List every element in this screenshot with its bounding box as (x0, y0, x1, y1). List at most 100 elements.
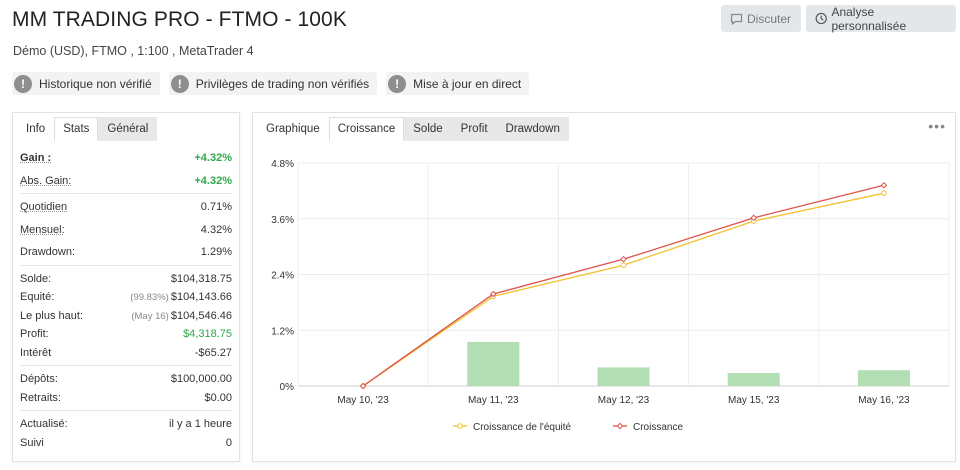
tab-general[interactable]: Général (98, 117, 158, 141)
custom-analysis-label: Analyse personnalisée (831, 4, 907, 33)
tab-graphique[interactable]: Graphique (257, 117, 329, 141)
y-tick-label: 0% (280, 382, 295, 393)
series-point (620, 262, 627, 269)
bar-daily-growth (467, 341, 520, 386)
stat-value: +4.32% (194, 174, 232, 187)
legend-marker (616, 422, 624, 430)
stat-label: Profit: (20, 328, 49, 341)
stats-tabs: Info Stats Général (13, 113, 239, 141)
stat-value: +4.32% (194, 152, 232, 165)
y-tick-label: 3.6% (271, 215, 294, 226)
stat-label[interactable]: Quotidien (20, 201, 68, 214)
bar-daily-growth (857, 370, 910, 386)
stat-value: 1.29% (200, 246, 232, 259)
stats-list: Gain : +4.32% Abs. Gain: +4.32% Quotidie… (13, 141, 239, 452)
verification-badges: ! Historique non vérifié ! Privilèges de… (12, 72, 538, 95)
exclamation-icon: ! (170, 74, 189, 93)
y-tick-label: 1.2% (271, 326, 294, 337)
stat-value: $104,318.75 (170, 272, 232, 285)
stat-withdrawals: Retraits: $0.00 (20, 389, 232, 408)
legend-label: Croissance de l'équité (473, 422, 572, 433)
stat-gain: Gain : +4.32% (20, 149, 232, 168)
x-tick-label: May 16, '23 (858, 395, 910, 406)
tab-stats[interactable]: Stats (54, 117, 99, 141)
stat-label[interactable]: Abs. Gain: (20, 174, 72, 187)
tab-croissance[interactable]: Croissance (328, 117, 405, 141)
legend-marker (457, 423, 463, 429)
stat-value: 4.32% (200, 223, 232, 236)
series-point (881, 190, 887, 196)
series-line (362, 184, 885, 387)
stat-balance: Solde: $104,318.75 (20, 270, 232, 289)
page-title: MM TRADING PRO - FTMO - 100K (12, 8, 347, 31)
exclamation-icon: ! (388, 74, 407, 93)
stat-followers: Suivi 0 (20, 434, 232, 453)
stat-interest: Intérêt -$65.27 (20, 344, 232, 363)
series-point (359, 382, 367, 390)
stat-prefix: (May 16) (131, 310, 169, 322)
divider (20, 410, 232, 411)
chat-icon (730, 13, 743, 25)
series-point (750, 214, 758, 222)
growth-chart-svg: 0% 1.2% 2.4% 3.6% 4.8% May 10, '23 May 11, '23… (271, 159, 950, 433)
stat-profit: Profit: $4,318.75 (20, 325, 232, 344)
discuss-label: Discuter (747, 11, 792, 26)
stat-label: Dépôts: (20, 373, 58, 386)
badge-privileges-unverified[interactable]: ! Privilèges de trading non vérifiés (168, 72, 378, 95)
stat-label[interactable]: Mensuel: (20, 223, 65, 236)
badge-label: Privilèges de trading non vérifiés (195, 76, 370, 91)
stat-value: il y a 1 heure (169, 418, 232, 431)
stat-label: Le plus haut: (20, 309, 83, 322)
stat-value: $104,546.46 (170, 309, 232, 322)
stat-deposits: Dépôts: $100,000.00 (20, 370, 232, 389)
stat-equity: Equité: (99.83%) $104,143.66 (20, 288, 232, 307)
tab-info[interactable]: Info (17, 117, 55, 141)
tab-solde[interactable]: Solde (404, 117, 452, 141)
ellipsis-icon[interactable]: ••• (928, 118, 946, 134)
custom-analysis-button[interactable]: Analyse personnalisée (806, 4, 956, 33)
stat-monthly: Mensuel: 4.32% (20, 221, 232, 240)
series-point (620, 255, 627, 263)
stat-label: Equité: (20, 291, 55, 304)
growth-chart: 0% 1.2% 2.4% 3.6% 4.8% May 10, '23 May 11, '23… (253, 141, 957, 463)
badge-label: Mise à jour en direct (413, 76, 522, 91)
tab-drawdown[interactable]: Drawdown (496, 117, 569, 141)
stat-value: $4,318.75 (183, 328, 232, 341)
x-tick-label: May 12, '23 (598, 395, 650, 406)
stat-value-wrap: (99.83%) $104,143.66 (130, 291, 232, 303)
stat-prefix: (99.83%) (130, 292, 169, 304)
stats-panel: Info Stats Général Gain : +4.32% Abs. Ga… (12, 112, 240, 462)
stat-value: $100,000.00 (170, 373, 232, 386)
badge-history-unverified[interactable]: ! Historique non vérifié (12, 72, 160, 95)
bar-daily-growth (597, 367, 650, 386)
x-tick-label: May 10, '23 (337, 395, 389, 406)
series-point (880, 181, 888, 189)
stat-drawdown: Drawdown: 1.29% (20, 243, 232, 262)
divider (20, 193, 232, 194)
discuss-button[interactable]: Discuter (721, 5, 801, 32)
stat-value: 0.71% (200, 201, 232, 214)
y-tick-label: 2.4% (271, 271, 294, 282)
x-tick-label: May 11, '23 (468, 395, 519, 406)
stat-label[interactable]: Gain : (20, 152, 52, 165)
stat-label: Retraits: (20, 391, 61, 404)
stat-value-wrap: (May 16) $104,546.46 (131, 310, 232, 322)
stat-daily: Quotidien 0.71% (20, 198, 232, 217)
stat-value: $104,143.66 (170, 291, 232, 304)
stat-label: Actualisé: (20, 418, 68, 431)
x-tick-label: May 15, '23 (728, 395, 780, 406)
legend-label: Croissance (633, 422, 683, 433)
stat-value: 0 (225, 436, 232, 449)
divider (20, 365, 232, 366)
bar-daily-growth (727, 372, 780, 386)
stat-label: Solde: (20, 272, 52, 285)
stat-abs-gain: Abs. Gain: +4.32% (20, 172, 232, 191)
tab-profit[interactable]: Profit (451, 117, 497, 141)
series-line (362, 192, 885, 387)
stat-label: Intérêt (20, 346, 52, 359)
stat-label: Drawdown: (20, 246, 76, 259)
stat-highest: Le plus haut: (May 16) $104,546.46 (20, 307, 232, 326)
divider (20, 264, 232, 266)
badge-live-update[interactable]: ! Mise à jour en direct (386, 72, 530, 95)
chart-tabs: Graphique Croissance Solde Profit Drawdo… (253, 113, 955, 141)
